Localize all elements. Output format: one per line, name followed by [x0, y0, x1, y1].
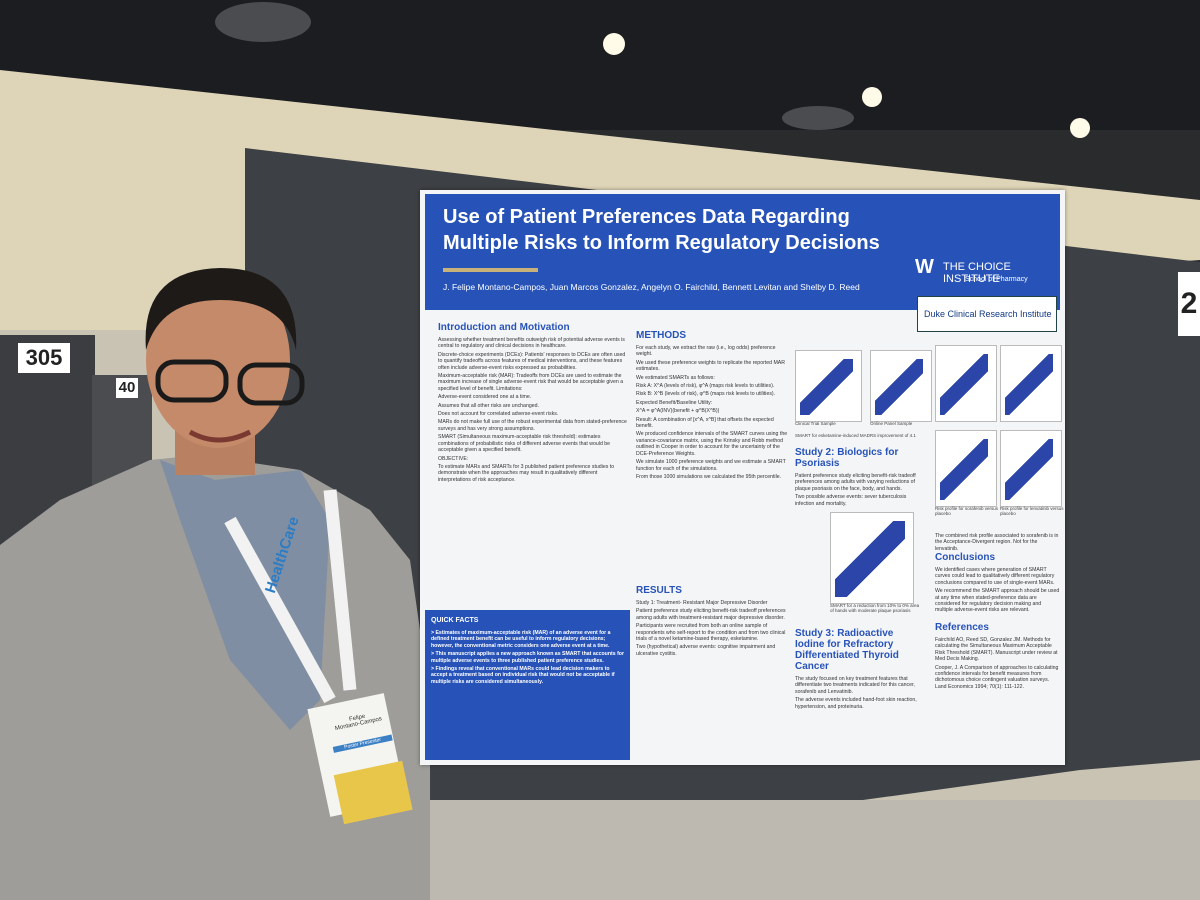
- poster-section: RESULTS Study 1: Treatment- Resistant Maj…: [636, 585, 788, 659]
- light: [603, 33, 625, 55]
- section-text: For each study, we extract the raw (i.e.…: [636, 345, 776, 358]
- figure: [935, 430, 997, 507]
- section-text: > Findings reveal that conventional MARs…: [431, 666, 615, 685]
- section-heading: QUICK FACTS: [431, 617, 479, 624]
- figure-band: [940, 354, 988, 415]
- poster-section: References Fairchild AO, Reed SD, Gonzale…: [935, 622, 1060, 692]
- section-heading: Conclusions: [935, 552, 996, 563]
- section-text: Two (hypothetical) adverse events: cogni…: [636, 644, 776, 657]
- section-heading: Introduction and Motivation: [438, 322, 570, 333]
- section-heading: Study 3: Radioactive Iodine for Refracto…: [795, 628, 899, 672]
- figure-band: [1005, 354, 1053, 415]
- poster-section: QUICK FACTS > Estimates of maximum-accept…: [425, 610, 630, 760]
- note: The combined risk profile associated to …: [935, 533, 1059, 552]
- figure: [1000, 430, 1062, 507]
- booth-number: 305: [18, 343, 70, 373]
- poster-title: Use of Patient Preferences Data Regardin…: [443, 206, 880, 254]
- logo-duke: Duke Clinical Research Institute: [917, 296, 1057, 332]
- figure: [830, 512, 914, 604]
- figure-caption: Clinical Trial Sample: [795, 421, 836, 426]
- figure-caption: SMART for esketamine-induced MADRS impro…: [795, 433, 916, 438]
- vent: [782, 106, 854, 130]
- glasses: [237, 362, 305, 406]
- figure: [935, 345, 997, 422]
- section-heading: METHODS: [636, 330, 686, 341]
- poster-section: METHODS For each study, we extract the ra…: [636, 330, 788, 482]
- section-text: From those 1000 simulations we calculate…: [636, 473, 782, 480]
- poster: Use of Patient Preferences Data Regardin…: [420, 190, 1065, 765]
- section-text: SMART (Simultaneous maximum-acceptable r…: [438, 434, 611, 454]
- figure-band: [800, 359, 853, 415]
- poster-section: Introduction and Motivation Assessing whe…: [438, 322, 628, 485]
- section-text: > This manuscript applies a new approach…: [431, 651, 624, 664]
- lanyard-strap: [224, 489, 357, 704]
- light: [1070, 118, 1090, 138]
- section-text: Two possible adverse events: sever tuber…: [795, 494, 907, 507]
- shirt: [160, 460, 330, 730]
- section-text: We identified cases where generation of …: [935, 567, 1055, 586]
- smile: [188, 429, 252, 443]
- poster-section: Study 3: Radioactive Iodine for Refracto…: [795, 628, 920, 712]
- section-text: Discrete-choice experiments (DCEs): Pati…: [438, 351, 626, 371]
- logo-school: School of Pharmacy: [965, 276, 1028, 283]
- figure-caption: Risk profile for lenvatinib versus place…: [1000, 506, 1064, 516]
- section-text: Patient preference study eliciting benef…: [795, 473, 916, 492]
- section-text: The study focused on key treatment featu…: [795, 676, 915, 695]
- accent-bar: [443, 268, 538, 272]
- section-text: Fairchild AO, Reed SD, Gonzalez JM. Meth…: [935, 637, 1058, 663]
- logo-institute: THE CHOICE INSTITUTE: [943, 261, 1011, 285]
- poster-authors: J. Felipe Montano-Campos, Juan Marcos Go…: [443, 282, 860, 292]
- figure-band: [835, 521, 905, 597]
- section-text: Result: A combination of [x^A, x^B] that…: [636, 416, 774, 430]
- section-text: Assessing whether treatment benefits out…: [438, 337, 625, 350]
- booth-number: 2: [1178, 272, 1200, 336]
- section-text: Adverse-event considered one at a time.: [438, 394, 532, 401]
- section-text: X^A = φ^A(INV)(benefit + φ^B(X^B)): [636, 408, 720, 415]
- figure-caption: SMART for a reduction from 10% to 0% are…: [830, 603, 920, 613]
- figure-band: [1005, 439, 1053, 500]
- figure-caption: Risk profile for sorafenib versus placeb…: [935, 506, 999, 516]
- section-text: MARs do not make full use of the robust …: [438, 419, 627, 432]
- figure-band: [875, 359, 923, 415]
- figure: [795, 350, 862, 422]
- poster-section: Study 2: Biologics for Psoriasis Patient …: [795, 447, 920, 509]
- ribbon: [333, 760, 413, 825]
- section-text: Cooper, J. A Comparison of approaches to…: [935, 664, 1059, 690]
- poster-header: Use of Patient Preferences Data Regardin…: [425, 194, 1060, 310]
- section-text: Risk A: X^A (levels of risk), φ^A (maps …: [636, 383, 775, 390]
- poster-section: Conclusions We identified cases where gen…: [935, 552, 1060, 616]
- section-text: We simulate 1000 preference weights and …: [636, 459, 786, 472]
- vent: [215, 2, 311, 42]
- section-text: Participants were recruited from both an…: [636, 623, 786, 643]
- glasses: [155, 359, 229, 403]
- section-text: OBJECTIVE:: [438, 455, 469, 462]
- section-text: We recommend the SMART approach should b…: [935, 588, 1060, 614]
- figure-band: [940, 439, 988, 500]
- section-text: Patient preference study eliciting benef…: [636, 608, 786, 621]
- booth-number: 40: [116, 378, 138, 398]
- logo-mark: W: [915, 256, 934, 278]
- hair: [145, 268, 297, 350]
- section-text: Maximum-acceptable risk (MAR): Tradeoffs…: [438, 373, 624, 392]
- section-text: > Estimates of maximum-acceptable risk (…: [431, 630, 611, 649]
- section-text: The adverse events included hand-foot sk…: [795, 697, 917, 710]
- section-text: We estimated SMARTs as follows:: [636, 374, 715, 381]
- section-text: Risk B: X^B (levels of risk), φ^B (maps …: [636, 391, 776, 398]
- section-text: Does not account for correlated adverse-…: [438, 411, 559, 418]
- section-heading: RESULTS: [636, 585, 682, 596]
- section-text: To estimate MARs and SMARTs for 3 publis…: [438, 463, 615, 483]
- section-heading: References: [935, 622, 989, 633]
- figure: [1000, 345, 1062, 422]
- section-heading: Study 2: Biologics for Psoriasis: [795, 447, 899, 469]
- section-text: Assumes that all other risks are unchang…: [438, 402, 539, 409]
- section-text: We produced confidence intervals of the …: [636, 431, 788, 457]
- section-text: Study 1: Treatment- Resistant Major Depr…: [636, 600, 768, 606]
- figure-caption: Online Panel Sample: [870, 421, 913, 426]
- figure: [870, 350, 932, 422]
- section-text: We used these preference weights to repl…: [636, 359, 785, 373]
- section-text: Expected Benefit/Baseline Utility:: [636, 399, 713, 406]
- light: [862, 87, 882, 107]
